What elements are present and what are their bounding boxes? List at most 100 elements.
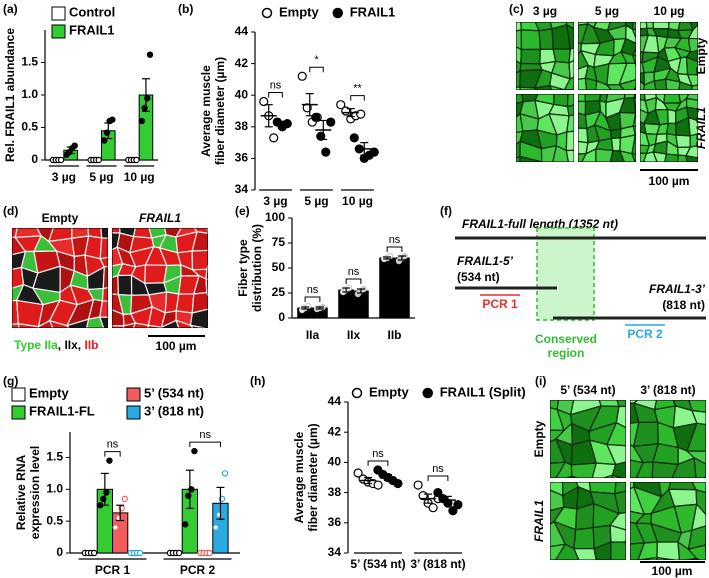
data-point (121, 495, 128, 503)
fiber (697, 23, 698, 31)
legend-swatch (126, 387, 141, 402)
fiber (206, 263, 208, 270)
fiber (191, 249, 208, 271)
panel-label: (b) (178, 2, 193, 16)
x-tick-label: 10 µg (124, 170, 155, 184)
legend-label: FRAIL1 (69, 22, 115, 37)
fiber (687, 116, 698, 137)
significance-label: ns (372, 448, 384, 460)
fiber (550, 543, 567, 560)
y-tick-label: 1.0 (46, 481, 63, 495)
data-point (95, 156, 102, 164)
micrograph (112, 228, 208, 328)
y-tick-label: 44 (328, 394, 342, 408)
fiber (668, 488, 698, 507)
fiber (691, 503, 706, 532)
fiber (633, 559, 639, 560)
fiber (570, 462, 598, 478)
data-point (90, 549, 98, 557)
fiber (101, 287, 108, 302)
fiber (610, 137, 622, 152)
fiber (65, 318, 90, 328)
fiber (12, 323, 20, 328)
significance-label: ns (432, 463, 444, 475)
fiber (99, 237, 108, 260)
fiber (555, 561, 580, 578)
fiber (595, 559, 597, 560)
y-tick-label: 36 (328, 515, 342, 529)
pcr1-label: PCR 1 (482, 297, 518, 311)
fiber (144, 264, 168, 284)
micrograph (640, 22, 709, 108)
fiber (579, 161, 580, 162)
three-prime-label: FRAIL1-3’ (649, 282, 706, 296)
y-axis-label: Average muscle (292, 431, 306, 523)
fiber (611, 563, 638, 578)
fiber (609, 167, 627, 181)
fiber (578, 77, 588, 90)
fiber (633, 97, 636, 114)
fiber (573, 526, 595, 550)
micrograph (578, 94, 636, 181)
data-point (349, 133, 359, 143)
data-point (373, 480, 383, 490)
fiber (205, 291, 208, 299)
fiber (611, 461, 626, 478)
fiber (695, 488, 706, 516)
fiber (578, 153, 588, 162)
fiber (122, 322, 137, 328)
fiber (175, 293, 195, 314)
significance-label: ns (348, 266, 360, 278)
fiber (569, 159, 582, 178)
fiber (519, 155, 543, 162)
y-tick-label: 36 (235, 151, 249, 165)
fiber (691, 482, 706, 494)
legend-label: 5’ (534 nt) (144, 385, 204, 400)
legend-label: FRAIL1 (350, 4, 396, 19)
micrograph (12, 228, 108, 328)
fiber (550, 461, 567, 478)
data-point (297, 71, 307, 81)
fiber (588, 482, 617, 495)
fiber (566, 114, 574, 133)
fiber (609, 149, 626, 162)
significance-bracket (350, 95, 365, 101)
legend-label: FRAIL1-FL (29, 403, 95, 418)
fiber (207, 232, 208, 235)
y-tick-label: 40 (235, 87, 249, 101)
conserved-label: region (548, 346, 585, 360)
data-point (413, 480, 423, 490)
five-prime-label: FRAIL1-5’ (457, 254, 514, 268)
x-tick-label: 5 µg (89, 170, 113, 184)
fiber (665, 122, 677, 136)
fiber (632, 125, 636, 136)
y-tick-label: 38 (328, 485, 342, 499)
legend-marker (422, 387, 433, 399)
x-tick-label: PCR 1 (95, 563, 131, 577)
fiber (87, 228, 103, 239)
fiber (615, 405, 626, 429)
fiber (550, 400, 560, 411)
y-tick-label: 0.5 (46, 513, 63, 527)
data-point (386, 252, 394, 260)
conserved-label: Conserved (535, 332, 597, 346)
fiber (516, 29, 522, 51)
fiber (117, 274, 133, 296)
fiber (678, 80, 693, 90)
legend-marker (351, 387, 363, 399)
data-point (448, 506, 458, 516)
column-label: 5’ (534 nt) (560, 383, 615, 397)
data-point (453, 500, 463, 510)
data-point (175, 549, 183, 557)
y-axis-label: Average muscle (199, 65, 213, 157)
y-axis-label: Relative RNA (14, 454, 28, 530)
fiber (703, 92, 709, 108)
fiber (175, 319, 194, 328)
panel-label: (g) (3, 374, 18, 388)
fiber (98, 316, 108, 328)
fiber (594, 167, 613, 179)
fiber (611, 474, 625, 478)
fiber (516, 69, 521, 88)
fiber (631, 153, 636, 162)
